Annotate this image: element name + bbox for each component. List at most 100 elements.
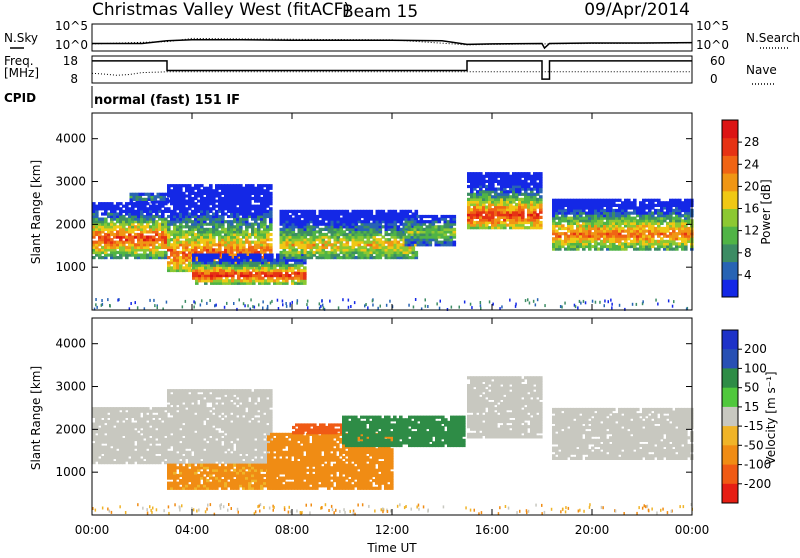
power-speckle [348, 299, 350, 302]
power-speckle [209, 299, 211, 302]
power-speckle [322, 304, 324, 307]
power-speckle [342, 298, 344, 301]
power-speckle [480, 304, 482, 307]
power-speckle [109, 304, 111, 307]
power-speckle [436, 302, 438, 305]
power-speckle [480, 307, 482, 310]
power-speckle [117, 299, 119, 302]
power-speckle [277, 299, 279, 302]
plot-title: Christmas Valley West (fitACF) [92, 0, 350, 20]
power-cell [539, 195, 543, 198]
power-speckle [525, 299, 527, 302]
power-speckle [440, 300, 442, 303]
power-speckle [96, 306, 98, 309]
y-tick-label: 1000 [55, 260, 86, 274]
power-speckle [425, 298, 427, 301]
power-cell [539, 172, 543, 175]
power-speckle [389, 300, 391, 303]
power-speckle [239, 298, 241, 301]
power-speckle [307, 300, 309, 303]
power-speckle [564, 302, 566, 305]
power-speckle [575, 305, 577, 308]
power-cell [258, 254, 262, 257]
power-speckle [408, 304, 410, 307]
power-speckle [95, 303, 97, 306]
y-tick-label: 3000 [55, 175, 86, 189]
power-cell [209, 184, 213, 187]
power-speckle [206, 302, 208, 305]
power-speckle [489, 300, 491, 303]
power-speckle [492, 303, 494, 306]
power-cell [269, 207, 273, 210]
power-speckle [307, 306, 309, 309]
power-speckle [451, 306, 453, 309]
power-cell [269, 243, 273, 246]
power-speckle [306, 303, 308, 306]
power-speckle [247, 304, 249, 307]
power-speckle [286, 305, 288, 308]
power-speckle [372, 304, 374, 307]
power-speckle [185, 300, 187, 303]
colorbar-tick-label: 24 [744, 157, 759, 171]
power-speckle [137, 306, 139, 309]
power-cell [633, 199, 637, 202]
power-speckle [224, 306, 226, 309]
power-region [280, 210, 419, 259]
colorbar-swatch [722, 173, 738, 191]
power-cell [216, 254, 220, 257]
y-tick-label: 4000 [55, 132, 86, 146]
power-speckle [642, 300, 644, 303]
power-speckle [657, 303, 659, 306]
noise-right-tick-top: 10^5 [696, 19, 729, 33]
power-speckle [270, 302, 272, 305]
power-speckle [533, 300, 535, 303]
power-speckle [470, 303, 472, 306]
power-cell [303, 266, 307, 269]
power-cell [269, 184, 273, 187]
power-speckle [480, 301, 482, 304]
freq-label-line2: [MHz] [4, 66, 39, 80]
colorbar-swatch [722, 244, 738, 262]
power-speckle [130, 302, 132, 305]
power-y-axis-label: Slant Range [km] [29, 160, 43, 264]
power-speckle [149, 299, 151, 302]
colorbar-tick-label: 8 [744, 246, 752, 260]
power-speckle [577, 306, 579, 309]
power-speckle [377, 307, 379, 310]
power-speckle [354, 301, 356, 304]
colorbar-swatch [722, 226, 738, 244]
power-cell [415, 251, 419, 254]
power-speckle [464, 301, 466, 304]
power-speckle [604, 300, 606, 303]
power-speckle [226, 302, 228, 305]
power-cell [269, 192, 273, 195]
power-speckle [527, 298, 529, 301]
power-speckle [254, 306, 256, 309]
power-speckle [579, 300, 581, 303]
power-speckle [386, 304, 388, 307]
cpid-text: normal (fast) 151 IF [94, 93, 240, 108]
power-cell [370, 210, 374, 213]
power-speckle [271, 300, 273, 303]
power-speckle [619, 304, 621, 307]
power-speckle [154, 304, 156, 307]
colorbar-swatch [722, 209, 738, 227]
power-speckle [413, 306, 415, 309]
power-speckle [282, 303, 284, 306]
power-cell [539, 221, 543, 224]
power-cell [269, 233, 273, 236]
power-speckle [367, 306, 369, 309]
power-speckle [608, 300, 610, 303]
colorbar-swatch [722, 262, 738, 280]
y-tick-label: 2000 [55, 217, 86, 231]
power-speckle [668, 299, 670, 302]
power-speckle [672, 305, 674, 308]
power-speckle [427, 305, 429, 308]
power-speckle [364, 304, 366, 307]
power-speckle [509, 299, 511, 302]
power-speckle [535, 303, 537, 306]
power-speckle [200, 304, 202, 307]
power-speckle [544, 304, 546, 307]
power-colorbar-label: Power [dB] [759, 179, 773, 244]
